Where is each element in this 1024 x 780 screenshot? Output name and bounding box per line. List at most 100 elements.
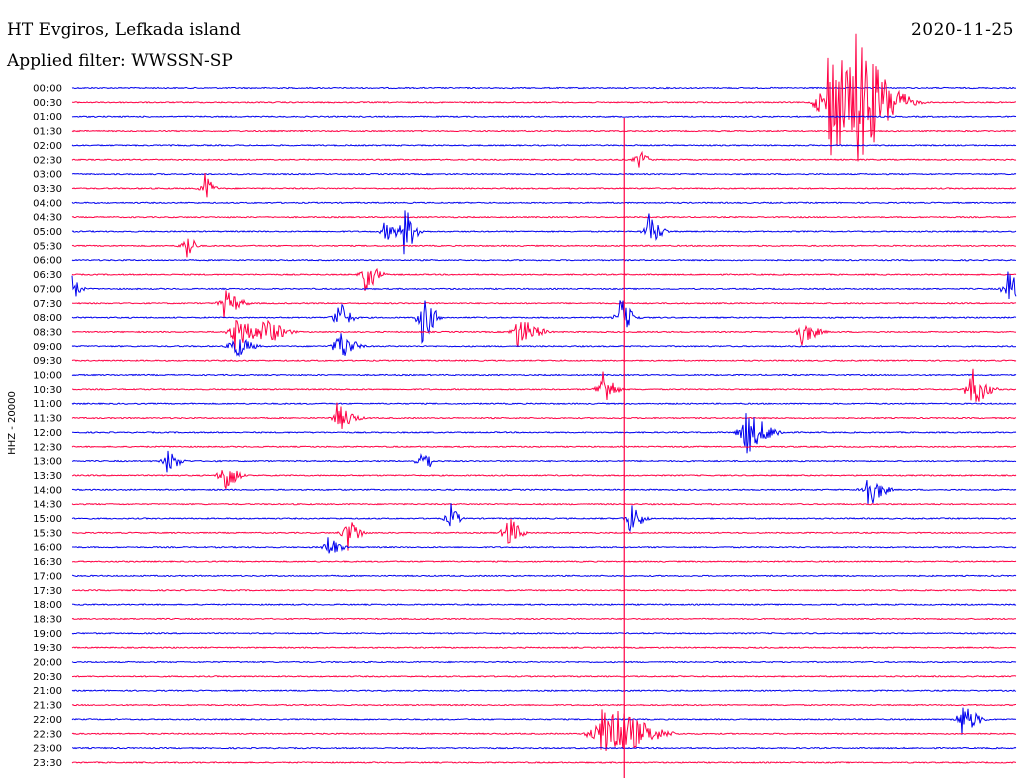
time-tick-label: 11:30: [33, 414, 62, 425]
trace-line: [71, 703, 1016, 707]
trace-line: [71, 707, 1017, 735]
time-tick-label: 01:30: [33, 127, 62, 138]
time-tick-label: 16:30: [33, 557, 62, 568]
time-tick-label: 03:00: [33, 170, 62, 181]
trace-line: [71, 290, 1017, 319]
trace-line: [71, 33, 1016, 162]
time-tick-label: 01:00: [33, 112, 62, 123]
trace-line: [71, 173, 1017, 198]
time-tick-label: 22:00: [33, 715, 62, 726]
trace-line: [71, 660, 1017, 664]
time-tick-label: 17:30: [33, 586, 62, 597]
trace-line: [71, 709, 1017, 751]
time-tick-label: 20:00: [33, 658, 62, 669]
trace-line: [71, 503, 1017, 533]
trace-line: [71, 373, 1017, 377]
trace-line: [71, 574, 1017, 578]
trace-group: [71, 33, 1017, 778]
time-tick-label: 20:30: [33, 672, 62, 683]
time-tick-label: 03:30: [33, 184, 62, 195]
trace-line: [71, 129, 1017, 133]
trace-line: [71, 258, 1017, 262]
trace-line: [71, 450, 1017, 473]
trace-line: [71, 402, 1017, 429]
time-tick-label: 14:30: [33, 500, 62, 511]
time-tick-label: 06:30: [33, 270, 62, 281]
trace-line: [71, 470, 1017, 489]
trace-line: [71, 271, 1017, 300]
trace-line: [71, 675, 1017, 678]
trace-line: [71, 631, 1017, 635]
time-tick-label: 09:30: [33, 356, 62, 367]
tick-label-group: 00:00 00:30 01:00 01:30 02:00 02:30 03:00 03:30…: [33, 84, 62, 769]
trace-line: [71, 646, 1017, 649]
trace-line: [71, 333, 1017, 358]
time-tick-label: 13:30: [33, 471, 62, 482]
filter-label: Applied filter: WWSSN-SP: [7, 51, 233, 71]
time-tick-label: 19:00: [33, 629, 62, 640]
time-tick-label: 06:00: [33, 256, 62, 267]
trace-line: [71, 617, 1017, 621]
trace-line: [71, 267, 1017, 291]
time-tick-label: 23:00: [33, 744, 62, 755]
trace-line: [72, 368, 1017, 402]
time-tick-label: 05:30: [33, 241, 62, 252]
time-tick-label: 15:00: [33, 514, 62, 525]
time-tick-label: 18:30: [33, 614, 62, 625]
time-tick-label: 07:00: [33, 284, 62, 295]
time-tick-label: 09:00: [33, 342, 62, 353]
time-tick-label: 13:00: [33, 457, 62, 468]
trace-line: [72, 413, 1017, 454]
trace-line: [71, 761, 1017, 764]
trace-line: [72, 537, 1017, 554]
time-tick-label: 19:30: [33, 643, 62, 654]
time-tick-label: 23:30: [33, 758, 62, 769]
trace-line: [71, 518, 1017, 551]
time-tick-label: 04:00: [33, 198, 62, 209]
time-tick-label: 10:30: [33, 385, 62, 396]
time-tick-label: 02:00: [33, 141, 62, 152]
time-tick-label: 08:30: [33, 327, 62, 338]
time-tick-label: 08:00: [33, 313, 62, 324]
time-tick-label: 10:00: [33, 371, 62, 382]
trace-line: [71, 86, 1017, 90]
trace-line: [71, 300, 1017, 345]
time-tick-label: 07:30: [33, 299, 62, 310]
trace-line: [71, 144, 1017, 147]
trace-line: [71, 689, 1017, 693]
time-tick-label: 04:30: [33, 213, 62, 224]
trace-line: [71, 210, 1017, 255]
time-tick-label: 02:30: [33, 155, 62, 166]
y-axis-label: HHZ - 20000: [7, 391, 18, 455]
trace-line: [71, 402, 1017, 406]
time-tick-label: 21:30: [33, 701, 62, 712]
trace-line: [71, 150, 1017, 168]
time-tick-label: 18:00: [33, 600, 62, 611]
trace-line: [71, 588, 1017, 592]
trace-line: [71, 238, 1017, 258]
time-tick-label: 21:00: [33, 686, 62, 697]
time-tick-label: 15:30: [33, 528, 62, 539]
time-tick-label: 14:00: [33, 485, 62, 496]
trace-line: [71, 445, 1017, 449]
trace-line: [71, 215, 1017, 219]
trace-line: [71, 746, 1017, 750]
trace-line: [71, 201, 1017, 205]
time-tick-label: 12:30: [33, 442, 62, 453]
time-tick-label: 00:30: [33, 98, 62, 109]
trace-line: [71, 480, 1017, 505]
time-tick-label: 17:00: [33, 571, 62, 582]
time-tick-label: 05:00: [33, 227, 62, 238]
time-tick-label: 12:00: [33, 428, 62, 439]
time-tick-label: 22:30: [33, 729, 62, 740]
trace-line: [71, 502, 1017, 506]
trace-line: [71, 172, 1017, 176]
time-tick-label: 00:00: [33, 84, 62, 95]
date-label: 2020-11-25: [910, 20, 1014, 40]
time-tick-label: 16:00: [33, 543, 62, 554]
trace-line: [71, 359, 1017, 362]
trace-line: [71, 603, 1017, 606]
time-tick-label: 11:00: [33, 399, 62, 410]
trace-line: [71, 115, 1017, 119]
